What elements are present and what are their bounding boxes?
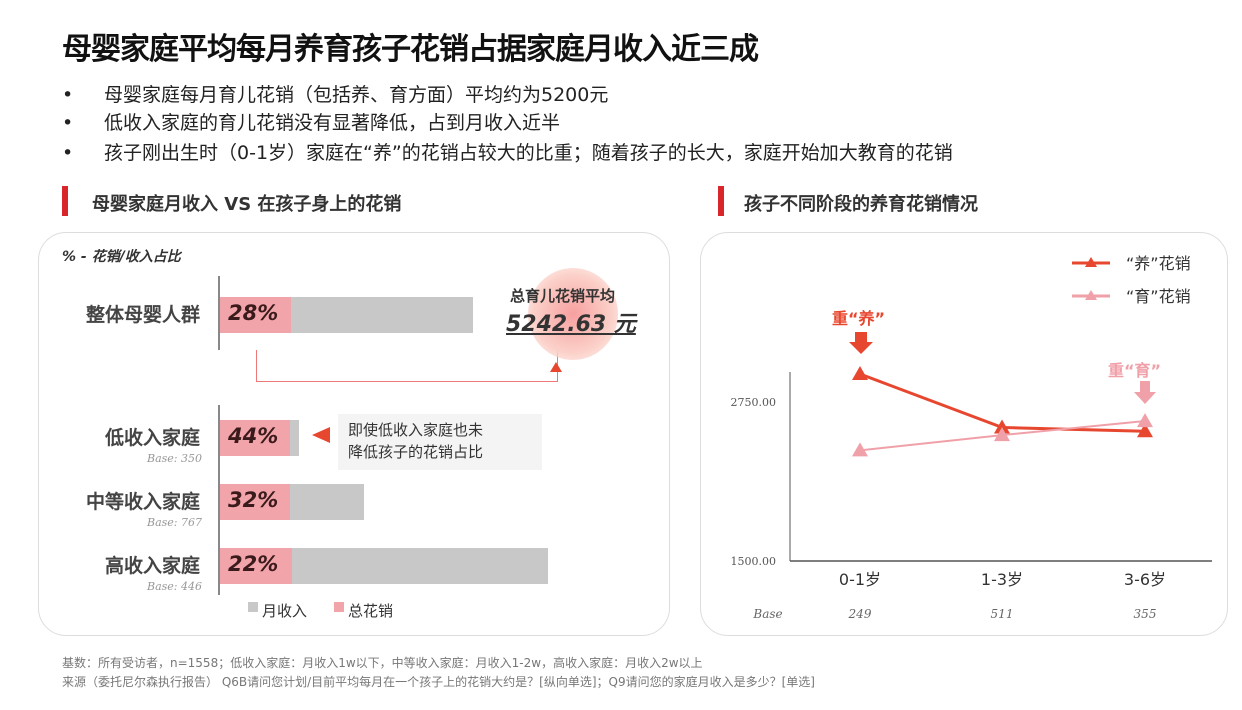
avg-label: 总育儿花销平均 — [510, 287, 616, 305]
share-label: 32% — [228, 488, 279, 512]
base-label: Base: 350 — [147, 452, 202, 465]
base-label: 355 — [1134, 607, 1157, 621]
share-label: 22% — [228, 552, 279, 576]
base-label: 511 — [991, 607, 1014, 621]
bullet-1: • 母婴家庭每月育儿花销（包括养、育方面）平均约为5200元 — [62, 84, 609, 106]
section-marker — [62, 186, 68, 216]
bullet-2: • 低收入家庭的育儿花销没有显著降低，占到月收入近半 — [62, 112, 561, 134]
data-point-triangle — [994, 419, 1010, 434]
chart-subtitle: % - 花销/收入占比 — [62, 249, 181, 265]
base-label: Base: 767 — [147, 516, 202, 529]
arrow-down-icon — [1134, 381, 1156, 404]
spend-bar — [220, 420, 290, 456]
category-label: 低收入家庭 — [104, 427, 200, 449]
spend-bar — [220, 484, 290, 520]
footnote-source: 来源（委托尼尔森执行报告） Q6B请问您计划/目前平均每月在一个孩子上的花销大约… — [62, 675, 815, 689]
legend-swatch-income — [248, 602, 258, 612]
x-tick-label: 3-6岁 — [1124, 570, 1166, 589]
income-bar: 28% — [220, 297, 473, 333]
y-tick-label: 1500.00 — [731, 555, 777, 568]
bullet-3: • 孩子刚出生时（0-1岁）家庭在“养”的花销占较大的比重；随着孩子的长大，家庭开… — [62, 142, 953, 164]
arrow-left-icon — [312, 427, 330, 443]
highlight-glow — [528, 268, 618, 360]
footnote-base: 基数：所有受访者，n=1558；低收入家庭：月收入1w以下，中等收入家庭：月收入… — [62, 656, 703, 670]
data-point-triangle — [1137, 423, 1153, 438]
data-point-triangle — [1137, 413, 1153, 428]
axis-line — [218, 276, 220, 350]
data-point-triangle — [852, 442, 868, 457]
left-chart-title: 母婴家庭月收入 VS 在孩子身上的花销 — [92, 194, 402, 215]
share-label: 28% — [228, 301, 279, 325]
data-point-triangle — [994, 427, 1010, 442]
page-title: 母婴家庭平均每月养育孩子花销占据家庭月收入近三成 — [62, 32, 759, 67]
arrow-down-icon — [849, 332, 873, 354]
right-chart-title: 孩子不同阶段的养育花销情况 — [744, 194, 978, 215]
share-label: 44% — [228, 424, 279, 448]
base-label: 249 — [848, 607, 872, 621]
x-tick-label: 1-3岁 — [981, 570, 1023, 589]
legend-label: “养”花销 — [1126, 254, 1191, 273]
legend-marker — [1085, 257, 1097, 267]
income-bar: 44% — [220, 420, 299, 456]
legend-label: “育”花销 — [1126, 287, 1191, 306]
axis-line — [218, 405, 220, 595]
spend-bar — [220, 548, 293, 584]
base-label: Base: 446 — [147, 580, 202, 593]
annotation-yu: 重“育” — [1108, 361, 1161, 380]
legend-spend: 总花销 — [348, 602, 394, 620]
legend-swatch-spend — [334, 602, 344, 612]
avg-value: 5242.63 元 — [506, 312, 636, 337]
category-label: 高收入家庭 — [104, 555, 200, 577]
annotation-yang: 重“养” — [832, 309, 885, 328]
income-bar: 22% — [220, 548, 548, 584]
y-tick-label: 2750.00 — [731, 396, 777, 409]
base-title: Base — [752, 607, 782, 621]
data-point-triangle — [852, 366, 868, 381]
legend-marker — [1085, 290, 1097, 300]
arrow-up-icon — [550, 362, 562, 372]
callout-box: 即使低收入家庭也未 降低孩子的花销占比 — [338, 414, 542, 470]
spend-bar — [220, 297, 291, 333]
category-label: 中等收入家庭 — [85, 491, 200, 513]
x-tick-label: 0-1岁 — [839, 570, 881, 589]
section-marker — [718, 186, 724, 216]
legend-income: 月收入 — [262, 602, 308, 620]
income-bar: 32% — [220, 484, 365, 520]
category-label: 整体母婴人群 — [85, 304, 200, 326]
